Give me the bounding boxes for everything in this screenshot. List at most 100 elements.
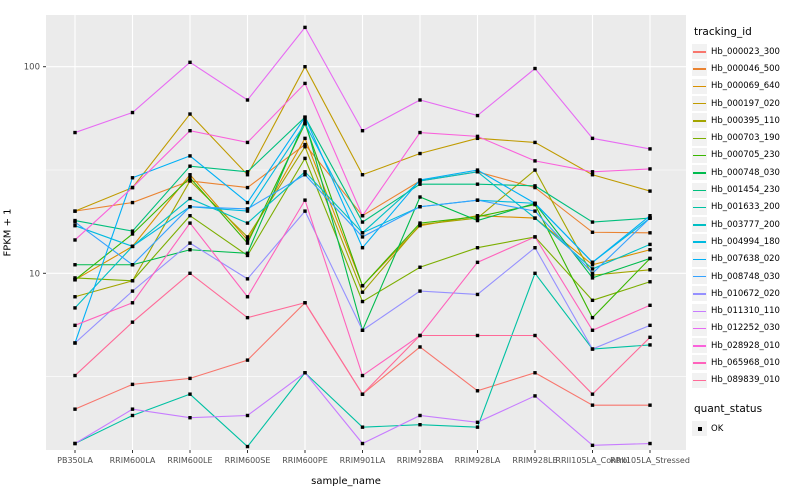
line-swatch-icon: [693, 68, 706, 70]
data-point: [648, 323, 652, 328]
line-swatch-icon: [693, 258, 706, 261]
data-point: [590, 263, 595, 267]
data-point: [418, 413, 422, 418]
data-point: [130, 413, 135, 418]
line-swatch-icon: [693, 120, 706, 122]
data-point: [360, 235, 365, 239]
legend-item-label: Hb_000197_020: [711, 98, 780, 109]
data-point: [245, 200, 250, 205]
data-point: [130, 407, 135, 411]
line-swatch-icon: [693, 189, 706, 191]
data-point: [590, 276, 595, 280]
y-axis-title: FPKM + 1: [2, 208, 14, 257]
data-point: [475, 333, 480, 338]
data-point: [245, 253, 250, 258]
data-point: [245, 251, 250, 255]
data-point: [73, 220, 77, 224]
data-point: [73, 306, 77, 310]
data-point: [360, 328, 365, 332]
line-swatch-icon: [693, 293, 706, 295]
data-point: [360, 220, 365, 224]
legend-item-Hb_000197_020: Hb_000197_020: [692, 95, 800, 112]
data-point: [648, 268, 652, 272]
legend-item-label: Hb_012252_030: [711, 323, 780, 334]
data-point: [590, 347, 595, 351]
legend-key-swatch: [692, 303, 707, 319]
legend-key-swatch: [692, 234, 707, 250]
legend-item-Hb_000705_230: Hb_000705_230: [692, 147, 800, 164]
data-point: [303, 142, 307, 147]
plot-area: 10 100 PB350LA RRIM600LA RRIM600LE RRIM600SE R…: [24, 15, 690, 465]
data-point: [245, 241, 250, 245]
legend-item-label: Hb_000705_230: [711, 150, 780, 161]
x-tick-label: RRIM600PE: [282, 456, 328, 465]
data-point: [73, 441, 77, 446]
data-point: [475, 198, 480, 202]
legend-item-label: Hb_000395_110: [711, 115, 780, 126]
data-point: [73, 130, 77, 135]
legend-key-swatch: [692, 96, 707, 112]
legend-item-Hb_000703_190: Hb_000703_190: [692, 129, 800, 146]
data-point: [533, 333, 537, 338]
data-point: [130, 244, 135, 249]
legend-quant-status: quant_status OK: [692, 403, 800, 437]
data-point: [418, 221, 422, 225]
data-point: [533, 209, 537, 213]
data-point: [533, 168, 537, 172]
line-swatch-icon: [693, 137, 706, 140]
legend-key-swatch: [692, 269, 707, 284]
line-swatch-icon: [693, 51, 706, 53]
legend-key-swatch: [692, 372, 707, 388]
data-point: [303, 209, 307, 213]
data-point: [418, 345, 422, 349]
data-point: [533, 201, 537, 206]
data-point: [648, 214, 652, 218]
x-tick-label: PB350LA: [57, 456, 93, 465]
legend-item-Hb_003777_200: Hb_003777_200: [692, 216, 800, 233]
data-point: [130, 289, 135, 293]
y-tick-label: 10: [29, 269, 40, 279]
data-point: [475, 389, 480, 393]
data-point: [188, 173, 192, 177]
legend-item-Hb_000748_030: Hb_000748_030: [692, 164, 800, 181]
data-point: [303, 170, 307, 174]
data-point: [360, 392, 365, 396]
data-point: [73, 238, 77, 242]
data-point: [533, 216, 537, 220]
data-point: [130, 229, 135, 233]
data-point: [533, 371, 537, 375]
data-point: [303, 173, 307, 177]
data-point: [475, 136, 480, 141]
legend-item-Hb_000069_640: Hb_000069_640: [692, 78, 800, 95]
data-point: [130, 279, 135, 283]
data-point: [475, 182, 480, 186]
legend: tracking_id Hb_000023_300 Hb_000046_500 Hb…: [692, 26, 800, 437]
legend-key-swatch: [692, 251, 707, 267]
data-point: [188, 112, 192, 116]
x-tick-label: RRIM600SE: [225, 456, 271, 465]
data-point: [418, 151, 422, 156]
legend-item-label: Hb_001454_230: [711, 185, 780, 196]
data-point: [245, 209, 250, 213]
data-point: [303, 156, 307, 161]
line-swatch-icon: [693, 224, 706, 226]
data-point: [648, 335, 652, 340]
legend-item-label: Hb_003777_200: [711, 219, 780, 230]
legend-item-label: Hb_000703_190: [711, 133, 780, 144]
legend-key-swatch: [692, 286, 707, 302]
legend-key-swatch: [692, 147, 707, 163]
data-point: [188, 214, 192, 218]
data-point: [245, 444, 250, 449]
data-point: [245, 185, 250, 190]
data-point: [648, 441, 652, 446]
data-point: [245, 221, 250, 225]
data-point: [188, 196, 192, 201]
data-point: [245, 235, 250, 239]
legend-item-Hb_065968_010: Hb_065968_010: [692, 354, 800, 371]
legend-key-swatch: [692, 217, 707, 233]
data-point: [188, 176, 192, 180]
data-point: [590, 220, 595, 224]
line-swatch-icon: [693, 379, 706, 382]
legend-item-Hb_028928_010: Hb_028928_010: [692, 337, 800, 354]
data-point: [245, 98, 250, 102]
